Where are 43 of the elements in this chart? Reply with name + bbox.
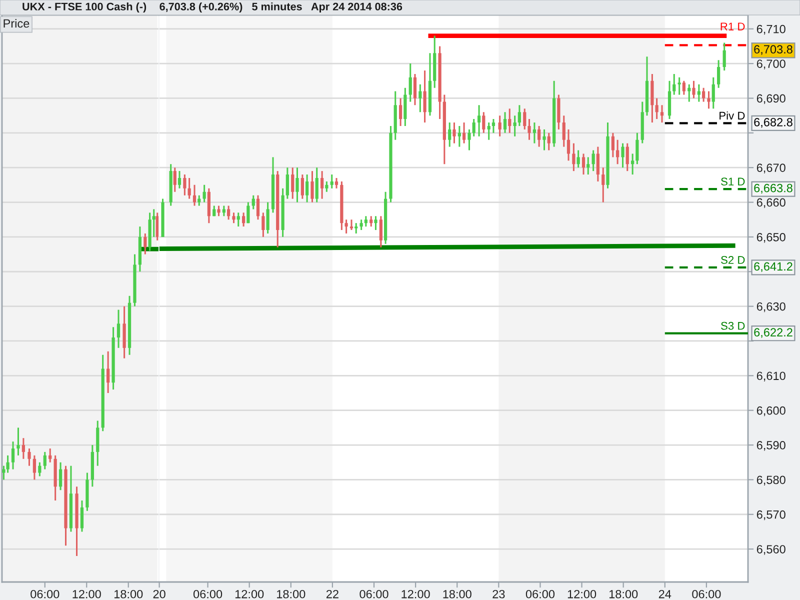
series-label: S2 D — [721, 256, 745, 264]
y-tick-label: 6,630 — [756, 302, 786, 312]
x-tick-label: 20 — [153, 590, 166, 598]
series-label: R1 D — [720, 22, 745, 30]
y-tick-label: 6,710 — [756, 24, 786, 35]
y-tick-label: 6,580 — [756, 476, 786, 486]
x-tick-label: 18:00 — [277, 590, 306, 598]
x-tick-label: 24 — [658, 590, 672, 598]
series-label: Piv D — [720, 111, 745, 120]
y-tick-label: 6,600 — [756, 406, 786, 416]
x-tick-label: 12:00 — [402, 590, 430, 598]
x-tick-label: 06:00 — [193, 590, 222, 598]
y-tick-label: 6,610 — [756, 372, 786, 382]
y-tick-label: 6,670 — [756, 164, 786, 174]
x-tick-label: 12:00 — [72, 590, 101, 598]
series-label: S3 D — [721, 322, 745, 330]
x-tick-label: 06:00 — [30, 590, 60, 598]
y-tick-label: 6,560 — [756, 545, 786, 555]
data-label: 6,682.8 — [754, 118, 792, 128]
x-tick-label: 12:00 — [568, 590, 596, 598]
x-tick-label: 06:00 — [360, 590, 388, 598]
y-tick-label: 6,690 — [756, 94, 786, 104]
chart-subtitle: 6,703.8 (+0.26%) 5 minutes Apr 24 2014 08:36 — [160, 2, 402, 13]
x-tick-label: 22 — [326, 590, 338, 598]
x-tick-label: 18:00 — [609, 590, 638, 598]
y-tick-label: 6,650 — [756, 232, 786, 243]
x-tick-label: 23 — [492, 590, 505, 598]
x-tick-label: 06:00 — [692, 590, 721, 598]
chart-title: UKX - FTSE 100 Cash (-) — [22, 2, 146, 13]
x-tick-label: 18:00 — [443, 590, 472, 598]
data-label: 6,622.2 — [754, 328, 792, 338]
data-label: 6,663.8 — [754, 184, 792, 194]
y-tick-label: 6,590 — [756, 441, 786, 451]
series-label: S1 D — [721, 178, 745, 186]
y-axis-title: Price — [4, 18, 30, 28]
data-label: 6,641.2 — [754, 262, 792, 272]
y-tick-label: 6,660 — [756, 198, 786, 208]
x-tick-label: 12:00 — [235, 590, 264, 598]
y-tick-label: 6,570 — [756, 510, 786, 520]
x-tick-label: 06:00 — [526, 590, 555, 598]
y-tick-label: 6,700 — [756, 60, 786, 70]
x-tick-label: 18:00 — [114, 590, 143, 598]
text: 6,703.8 — [754, 45, 792, 55]
